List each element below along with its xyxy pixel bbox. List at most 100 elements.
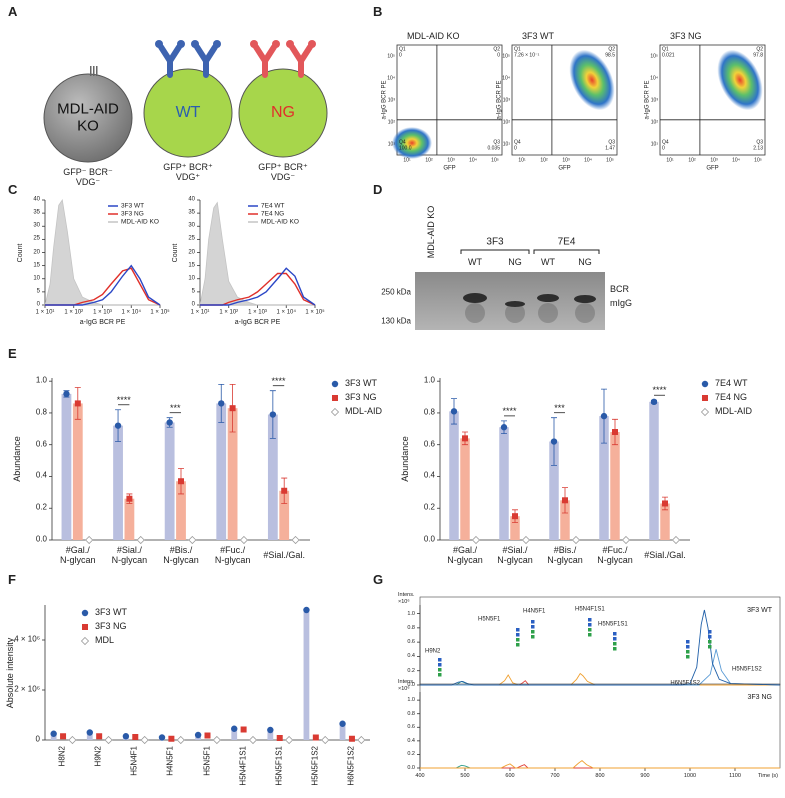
- antibody: [253, 44, 277, 78]
- y-tick-label: 10⁴: [387, 75, 395, 82]
- x-tick-label: 1000: [683, 772, 697, 779]
- y-tick-label: 1.0: [35, 375, 47, 385]
- y-tick-label: 10: [188, 275, 195, 282]
- y-tick-label: 0.8: [407, 624, 415, 631]
- quadrant-value: 2.13: [753, 145, 763, 152]
- bar: [510, 516, 520, 540]
- gel-band: [505, 301, 525, 307]
- significance-label: ***: [554, 402, 565, 413]
- x-tick-label: 10¹: [518, 157, 526, 164]
- line: [200, 267, 316, 306]
- y-tick-label: 1.0: [423, 375, 435, 385]
- marker: [562, 497, 568, 504]
- group-bracket: [533, 249, 600, 254]
- legend-label: 3F3 WT: [121, 202, 145, 210]
- glycan-glyph: [708, 640, 712, 644]
- marker: [600, 412, 608, 420]
- gel-smear: [575, 303, 595, 323]
- y-tick-label: 0.0: [407, 764, 415, 771]
- y-tick-label: 0.2: [423, 502, 435, 512]
- y-tick-label: 0.0: [407, 681, 415, 688]
- y-tick-label: 20: [188, 249, 195, 256]
- quadrant-name: Q3: [493, 139, 500, 146]
- panel-label: E: [8, 345, 17, 361]
- band-label: mIgG: [610, 298, 633, 309]
- gel-smear: [465, 303, 485, 323]
- band-label: BCR: [610, 284, 630, 295]
- group-label: 7E4: [557, 236, 576, 248]
- y-tick-label: 25: [33, 236, 40, 243]
- marker: [239, 535, 249, 545]
- y-tick-label: 35: [188, 209, 195, 216]
- glycan-glyph: [613, 632, 617, 636]
- marker: [63, 390, 70, 398]
- quadrant-value: 0: [662, 145, 665, 152]
- x-tick-label: 600: [505, 772, 515, 779]
- y-tick-label: 1.0: [407, 610, 415, 617]
- y-axis-label: Intens.: [398, 591, 415, 598]
- cell-label: MDL-AID KO: [57, 100, 119, 134]
- y-tick-label: 20: [33, 249, 40, 256]
- y-tick-label: 10⁵: [650, 53, 658, 60]
- glycan-annotation: H6N5F1S2: [670, 680, 700, 687]
- antibody: [158, 44, 182, 78]
- antibody: [289, 44, 313, 78]
- marker: [178, 478, 184, 485]
- glycan-glyph: [531, 620, 535, 624]
- quadrant-name: Q3: [608, 139, 615, 146]
- glycan-glyph: [686, 640, 690, 644]
- bar: [176, 481, 186, 540]
- marker: [281, 487, 288, 494]
- legend-label: 3F3 WT: [95, 607, 128, 618]
- line: [420, 759, 780, 769]
- y-tick-label: 0.6: [35, 439, 47, 449]
- gel-band: [537, 294, 559, 302]
- glycan-glyph: [438, 668, 442, 672]
- x-tick-label: 1 × 10²: [219, 309, 239, 316]
- x-tick-label: 1 × 10¹: [190, 309, 210, 316]
- marker: [662, 500, 668, 507]
- marker: [132, 734, 139, 740]
- glycan-glyph: [531, 630, 535, 634]
- bar: [549, 441, 559, 540]
- x-tick-label: #Fuc./ N-glycan: [597, 545, 633, 565]
- y-tick-label: 4 × 10⁶: [14, 634, 40, 644]
- y-tick-label: 10⁴: [650, 75, 658, 82]
- x-tick-label: 10⁴: [584, 157, 592, 164]
- legend-swatch: [80, 636, 90, 646]
- cell-label: NG: [271, 104, 295, 122]
- legend-swatch: [702, 395, 708, 401]
- cell: [143, 68, 233, 158]
- marker: [512, 513, 518, 520]
- legend-label: 3F3 WT: [345, 378, 378, 389]
- y-tick-label: 15: [33, 262, 40, 269]
- quadrant-name: Q1: [399, 46, 406, 53]
- bar: [649, 401, 659, 540]
- y-tick-label: 0.0: [35, 534, 47, 544]
- x-tick-label: H5N4F1S1: [238, 746, 248, 786]
- legend-swatch: [701, 380, 709, 388]
- gel-band: [574, 295, 596, 303]
- x-axis-label: Time (s): [758, 772, 778, 779]
- bar: [113, 425, 123, 540]
- marker: [303, 606, 310, 614]
- bar: [124, 498, 135, 540]
- legend-swatch: [700, 407, 710, 417]
- y-tick-label: 10¹: [502, 141, 510, 148]
- x-tick-label: #Gal./ N-glycan: [447, 545, 483, 565]
- marker: [357, 735, 366, 745]
- x-tick-label: 10¹: [666, 157, 674, 164]
- bar: [61, 393, 72, 540]
- quadrant-name: Q2: [756, 46, 763, 53]
- legend-label: MDL-AID KO: [121, 218, 159, 226]
- x-tick-label: 10⁵: [754, 157, 762, 164]
- bar: [216, 403, 227, 540]
- y-tick-label: 10²: [387, 119, 395, 126]
- marker: [269, 411, 277, 418]
- quadrant-name: Q2: [493, 46, 500, 53]
- quadrant-name: Q2: [608, 46, 615, 53]
- antibody: [194, 44, 218, 78]
- marker: [212, 735, 221, 745]
- y-axis-label: a-IgG BCR PE: [381, 80, 388, 120]
- x-axis-label: GFP: [706, 165, 719, 172]
